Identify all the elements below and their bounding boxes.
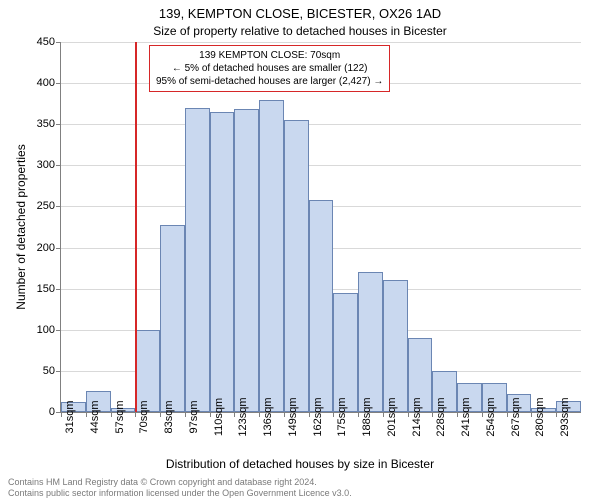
chart-container: { "title_line1": "139, KEMPTON CLOSE, BI… — [0, 0, 600, 500]
chart-title-line2: Size of property relative to detached ho… — [0, 24, 600, 38]
x-tick-label: 293sqm — [559, 397, 571, 436]
x-tick-label: 162sqm — [312, 397, 324, 436]
x-tick-mark — [432, 412, 433, 417]
x-tick-label: 123sqm — [237, 397, 249, 436]
y-tick-mark — [56, 124, 61, 125]
y-tick-label: 150 — [5, 283, 55, 295]
y-tick-label: 350 — [5, 118, 55, 130]
x-tick-mark — [457, 412, 458, 417]
footer-attribution: Contains HM Land Registry data © Crown c… — [8, 477, 352, 498]
histogram-bar — [210, 112, 235, 412]
chart-title-line1: 139, KEMPTON CLOSE, BICESTER, OX26 1AD — [0, 6, 600, 21]
y-tick-label: 200 — [5, 242, 55, 254]
annotation-box: 139 KEMPTON CLOSE: 70sqm ← 5% of detache… — [149, 45, 390, 92]
x-tick-label: 57sqm — [114, 400, 126, 433]
y-tick-label: 400 — [5, 77, 55, 89]
reference-marker-line — [135, 42, 137, 412]
x-tick-label: 136sqm — [262, 397, 274, 436]
x-tick-mark — [259, 412, 260, 417]
x-tick-mark — [61, 412, 62, 417]
x-tick-mark — [234, 412, 235, 417]
x-tick-mark — [160, 412, 161, 417]
histogram-bar — [160, 225, 185, 412]
x-axis-label: Distribution of detached houses by size … — [0, 457, 600, 471]
x-tick-label: 70sqm — [138, 400, 150, 433]
y-tick-label: 250 — [5, 200, 55, 212]
histogram-bar — [284, 120, 309, 412]
y-tick-label: 300 — [5, 159, 55, 171]
histogram-bar — [358, 272, 383, 412]
x-tick-label: 44sqm — [89, 400, 101, 433]
x-tick-label: 97sqm — [188, 400, 200, 433]
x-tick-mark — [210, 412, 211, 417]
y-tick-label: 100 — [5, 324, 55, 336]
x-tick-label: 267sqm — [510, 397, 522, 436]
x-tick-label: 83sqm — [163, 400, 175, 433]
annotation-line-1: 139 KEMPTON CLOSE: 70sqm — [156, 49, 383, 62]
x-tick-label: 254sqm — [485, 397, 497, 436]
x-tick-mark — [531, 412, 532, 417]
x-tick-mark — [185, 412, 186, 417]
x-tick-mark — [358, 412, 359, 417]
y-tick-mark — [56, 330, 61, 331]
y-tick-mark — [56, 371, 61, 372]
x-tick-label: 228sqm — [435, 397, 447, 436]
x-tick-label: 188sqm — [361, 397, 373, 436]
x-tick-mark — [135, 412, 136, 417]
footer-line-2: Contains public sector information licen… — [8, 488, 352, 498]
x-tick-mark — [284, 412, 285, 417]
annotation-line-2: ← 5% of detached houses are smaller (122… — [156, 62, 383, 75]
x-tick-mark — [482, 412, 483, 417]
y-tick-mark — [56, 248, 61, 249]
x-tick-label: 280sqm — [534, 397, 546, 436]
plot-area: 31sqm44sqm57sqm70sqm83sqm97sqm110sqm123s… — [60, 42, 581, 413]
x-tick-mark — [383, 412, 384, 417]
y-tick-label: 0 — [5, 406, 55, 418]
histogram-bar — [309, 200, 334, 412]
x-tick-mark — [408, 412, 409, 417]
x-tick-label: 214sqm — [411, 397, 423, 436]
histogram-bar — [259, 100, 284, 412]
histogram-bar — [383, 280, 408, 412]
x-tick-mark — [309, 412, 310, 417]
y-tick-mark — [56, 289, 61, 290]
y-tick-mark — [56, 42, 61, 43]
x-tick-mark — [556, 412, 557, 417]
y-tick-mark — [56, 206, 61, 207]
gridline — [61, 42, 581, 43]
y-tick-label: 50 — [5, 365, 55, 377]
x-tick-label: 201sqm — [386, 397, 398, 436]
x-tick-label: 31sqm — [64, 400, 76, 433]
gridline — [61, 124, 581, 125]
histogram-bar — [185, 108, 210, 412]
x-tick-mark — [333, 412, 334, 417]
gridline — [61, 165, 581, 166]
x-tick-mark — [86, 412, 87, 417]
histogram-bar — [333, 293, 358, 412]
x-tick-label: 149sqm — [287, 397, 299, 436]
y-tick-label: 450 — [5, 36, 55, 48]
x-tick-mark — [507, 412, 508, 417]
x-tick-label: 175sqm — [336, 397, 348, 436]
annotation-line-3: 95% of semi-detached houses are larger (… — [156, 75, 383, 88]
x-tick-label: 110sqm — [213, 398, 225, 436]
y-tick-mark — [56, 165, 61, 166]
histogram-bar — [234, 109, 259, 412]
x-tick-label: 241sqm — [460, 397, 472, 436]
footer-line-1: Contains HM Land Registry data © Crown c… — [8, 477, 352, 487]
x-tick-mark — [111, 412, 112, 417]
y-tick-mark — [56, 83, 61, 84]
